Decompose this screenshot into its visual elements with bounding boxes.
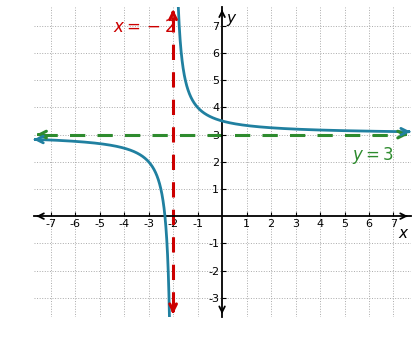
Text: x: x [398,226,407,242]
Text: $x = -2$: $x = -2$ [113,18,175,36]
Text: $y = 3$: $y = 3$ [352,146,393,166]
Text: y: y [227,11,235,26]
